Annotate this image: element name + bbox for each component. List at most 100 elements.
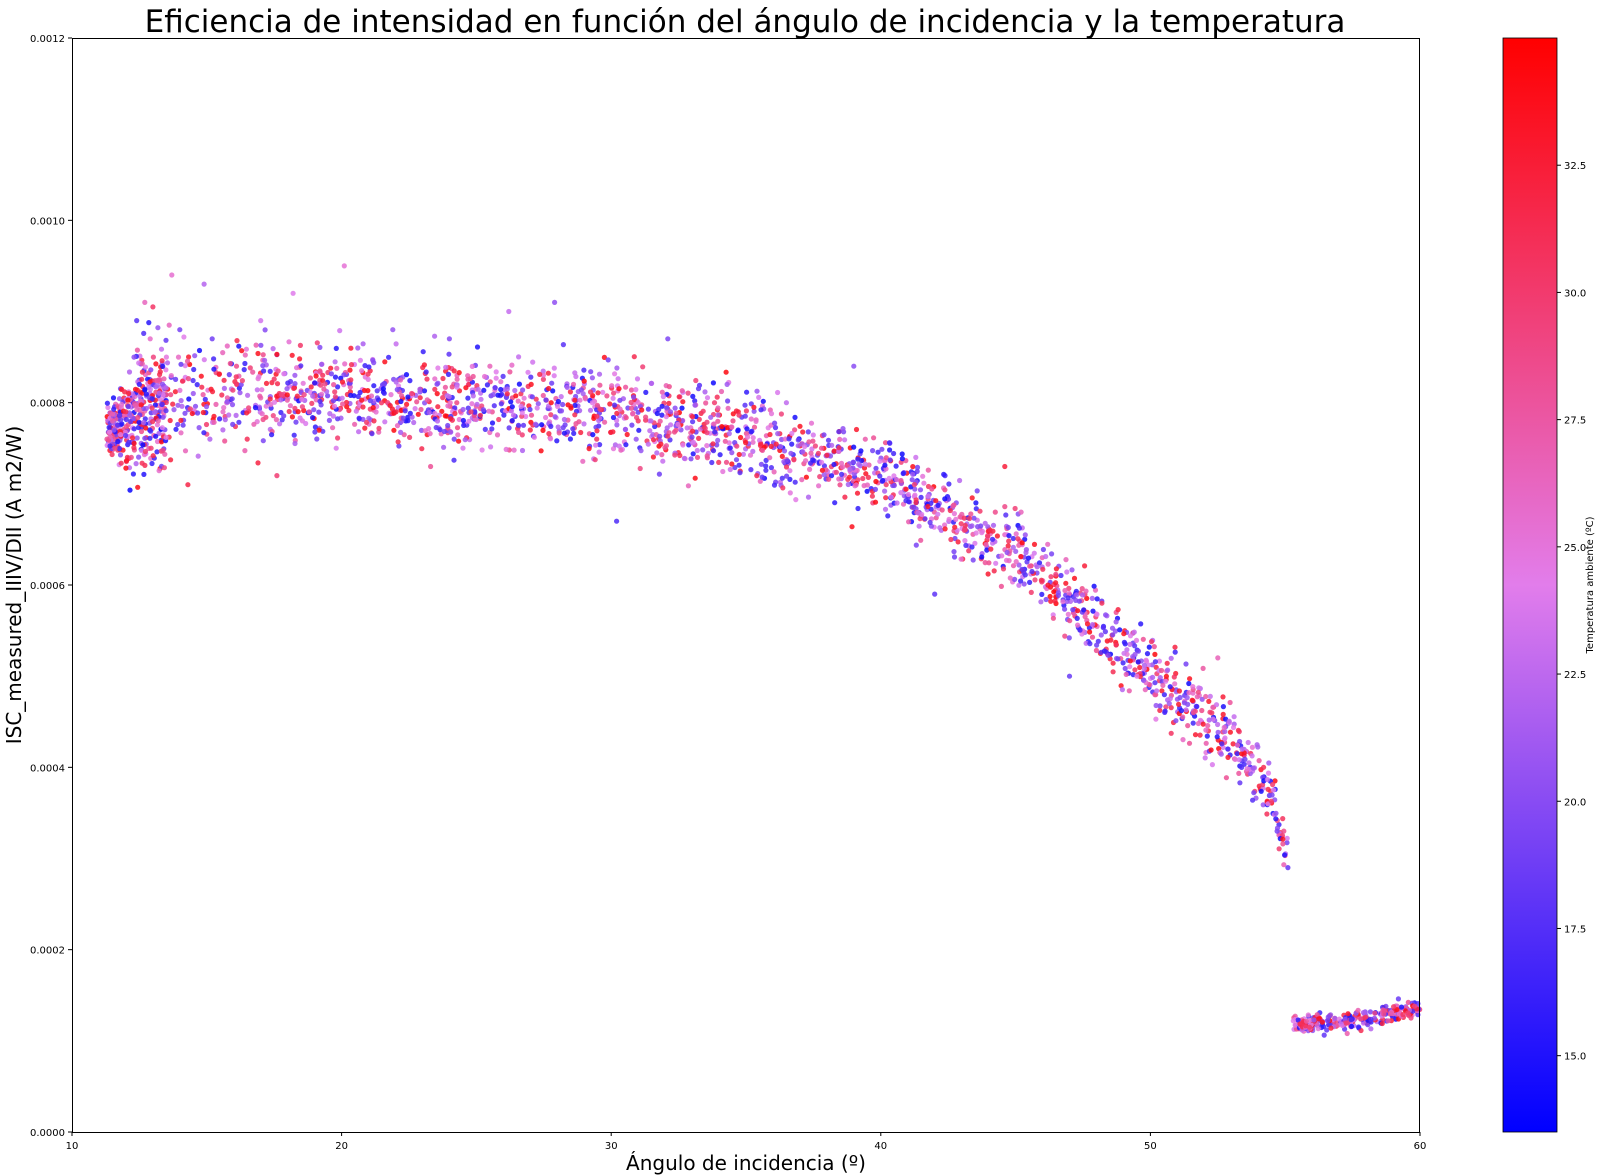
data-point — [1127, 664, 1133, 670]
data-point — [754, 388, 760, 394]
data-point — [1079, 592, 1086, 598]
data-point — [1208, 747, 1214, 753]
data-point — [711, 400, 718, 406]
data-point — [131, 445, 137, 451]
data-point — [292, 405, 298, 411]
data-point — [258, 318, 264, 324]
data-point — [694, 447, 700, 454]
data-point — [604, 393, 610, 399]
data-point — [792, 479, 798, 485]
data-point — [142, 448, 148, 455]
data-point — [421, 388, 428, 394]
data-point — [123, 432, 129, 439]
data-point — [1196, 685, 1202, 691]
data-point — [515, 422, 522, 428]
data-point — [437, 427, 443, 433]
data-point — [1260, 802, 1266, 808]
data-point — [561, 416, 568, 423]
data-point — [1013, 531, 1019, 537]
data-point — [1315, 1026, 1321, 1032]
data-point — [1092, 587, 1099, 593]
data-point — [939, 507, 945, 513]
data-point — [1127, 658, 1133, 664]
data-point — [570, 426, 576, 432]
data-point — [178, 417, 184, 423]
data-point — [419, 446, 425, 452]
data-point — [139, 361, 145, 367]
data-point — [352, 421, 358, 427]
data-point — [672, 452, 678, 458]
data-point — [710, 441, 716, 447]
data-point — [317, 344, 323, 350]
data-point — [469, 401, 475, 407]
data-point — [1141, 677, 1147, 683]
data-point — [886, 475, 892, 481]
data-point — [700, 447, 706, 453]
data-point — [164, 360, 171, 366]
data-point — [1094, 596, 1100, 602]
data-point — [692, 475, 698, 481]
data-point — [260, 416, 266, 423]
data-point — [1284, 840, 1290, 846]
data-point — [146, 320, 152, 326]
data-point — [1324, 1027, 1330, 1033]
data-point — [445, 371, 452, 377]
data-point — [1234, 742, 1241, 748]
data-point — [862, 436, 868, 442]
data-point — [1256, 758, 1262, 764]
data-point — [477, 412, 483, 418]
data-point — [528, 412, 535, 418]
data-point — [1152, 659, 1158, 665]
data-point — [748, 467, 754, 473]
data-point — [1157, 703, 1163, 709]
data-point — [681, 455, 688, 461]
data-point — [279, 417, 285, 423]
data-point — [337, 328, 343, 334]
data-point — [303, 420, 309, 427]
data-point — [269, 432, 275, 438]
data-point — [300, 380, 306, 386]
data-point — [552, 299, 558, 305]
data-point — [159, 358, 165, 364]
data-point — [787, 468, 793, 474]
data-point — [941, 471, 947, 477]
data-point — [1094, 611, 1100, 618]
data-point — [736, 412, 742, 418]
data-point — [1325, 1014, 1331, 1020]
data-point — [961, 527, 968, 533]
data-point — [1176, 701, 1182, 707]
data-point — [117, 413, 123, 419]
data-point — [788, 450, 794, 456]
data-point — [1292, 1022, 1298, 1028]
data-point — [1124, 647, 1130, 653]
data-point — [427, 431, 433, 437]
data-point — [1066, 635, 1072, 641]
data-point — [344, 404, 350, 410]
data-point — [1110, 669, 1116, 675]
data-point — [163, 408, 169, 414]
data-point — [327, 411, 333, 417]
data-point — [1398, 1004, 1405, 1010]
data-point — [426, 409, 432, 416]
data-point — [743, 408, 750, 414]
data-point — [1006, 533, 1012, 539]
data-point — [1083, 640, 1089, 646]
data-point — [341, 372, 347, 378]
data-point — [1146, 662, 1152, 668]
colorbar-tick-label: 17.5 — [1564, 924, 1586, 935]
data-point — [516, 354, 522, 360]
data-point — [361, 387, 367, 394]
data-point — [319, 361, 325, 367]
data-point — [1200, 721, 1206, 727]
data-point — [131, 354, 137, 360]
data-point — [593, 442, 599, 448]
data-point — [1153, 702, 1159, 709]
data-point — [812, 443, 819, 449]
data-point — [1218, 751, 1224, 757]
data-point — [688, 456, 694, 462]
data-point — [201, 281, 207, 287]
data-point — [622, 426, 629, 432]
data-point — [877, 473, 883, 479]
data-point — [259, 411, 265, 417]
data-point — [142, 387, 148, 393]
